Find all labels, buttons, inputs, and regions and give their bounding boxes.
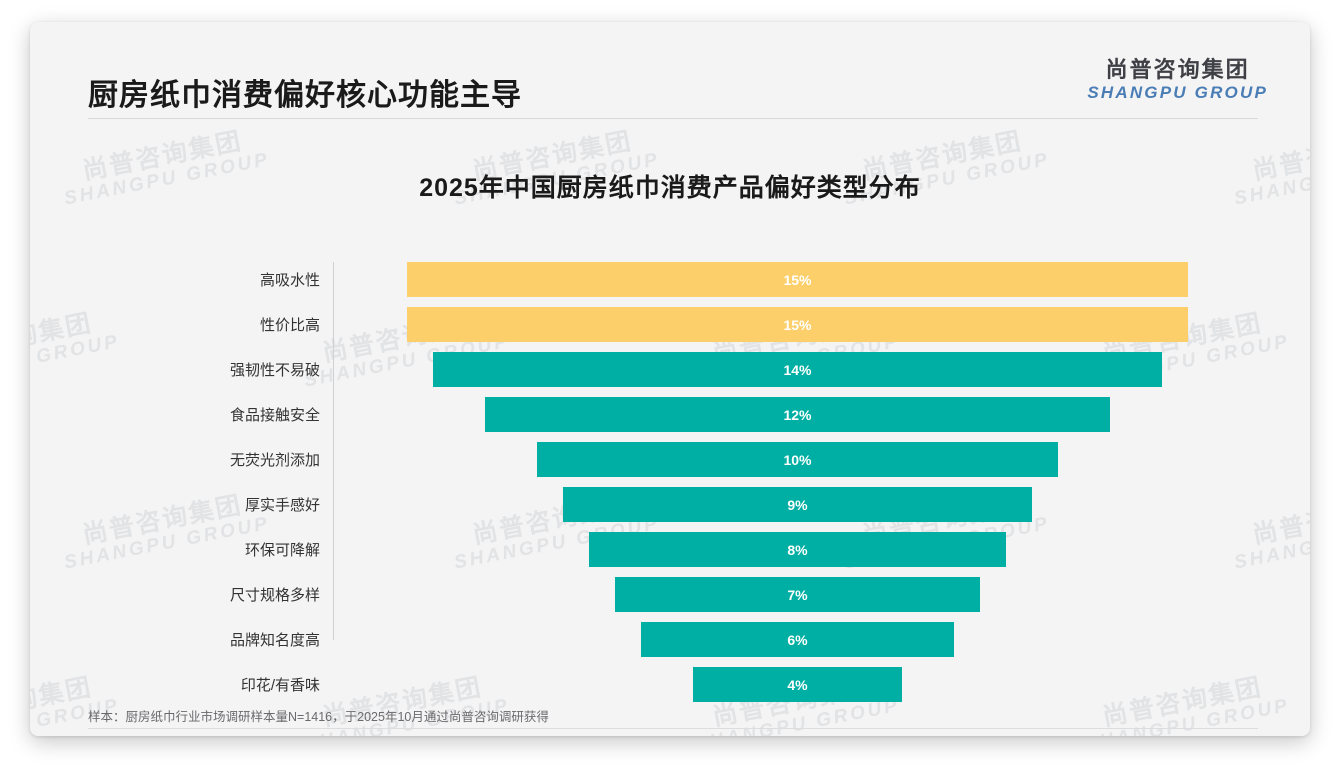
category-label: 性价比高 [259, 317, 320, 334]
bar-track: 15% [337, 307, 1258, 342]
bar-value-label: 9% [787, 496, 808, 513]
category-label: 高吸水性 [259, 272, 320, 289]
bar-track: 14% [337, 352, 1258, 387]
category-label: 印花/有香味 [240, 677, 320, 694]
bar-segment[interactable]: 4% [693, 667, 902, 702]
bar-segment[interactable]: 15% [407, 307, 1188, 342]
bar-value-label: 6% [787, 631, 808, 648]
category-label: 环保可降解 [244, 542, 320, 559]
bar-segment[interactable]: 10% [537, 442, 1058, 477]
category-label: 厚实手感好 [244, 497, 320, 514]
bar-track: 15% [337, 262, 1258, 297]
bar-segment[interactable]: 8% [589, 532, 1006, 567]
brand-logo-cn: 尚普咨询集团 [1105, 57, 1250, 82]
bar-row: 尺寸规格多样 7% [88, 577, 1258, 612]
bar-value-label: 15% [783, 271, 812, 288]
slide-canvas: 尚普咨询集团 SHANGPU GROUP 尚普咨询集团 SHANGPU GROUP 尚普… [30, 22, 1310, 736]
category-label: 强韧性不易破 [229, 362, 320, 379]
bar-track: 9% [337, 487, 1258, 522]
bar-track: 4% [337, 667, 1258, 702]
bar-row: 高吸水性 15% [88, 262, 1258, 297]
bar-value-label: 14% [783, 361, 812, 378]
bar-value-label: 4% [787, 676, 808, 693]
chart-title: 2025年中国厨房纸巾消费产品偏好类型分布 [419, 174, 921, 202]
brand-logo: 尚普咨询集团 SHANGPU GROUP [1087, 57, 1268, 102]
bar-segment[interactable]: 9% [563, 487, 1032, 522]
bar-value-label: 7% [787, 586, 808, 603]
bar-row: 强韧性不易破 14% [88, 352, 1258, 387]
footnote-divider [88, 728, 1258, 729]
bar-segment[interactable]: 7% [615, 577, 980, 612]
bar-track: 8% [337, 532, 1258, 567]
bar-segment[interactable]: 6% [641, 622, 954, 657]
bar-value-label: 15% [783, 316, 812, 333]
bar-value-label: 12% [783, 406, 812, 423]
slide-header: 厨房纸巾消费偏好核心功能主导 尚普咨询集团 SHANGPU GROUP [30, 22, 1310, 119]
bar-segment[interactable]: 14% [433, 352, 1162, 387]
bar-track: 10% [337, 442, 1258, 477]
bar-value-label: 8% [787, 541, 808, 558]
chart-plot-area: 高吸水性 15% 性价比高 15% 强韧性不易破 14% 食品接触安全 12% 无荧光剂添加 10… [88, 256, 1258, 702]
category-axis-line [333, 262, 334, 640]
bar-row: 无荧光剂添加 10% [88, 442, 1258, 477]
bar-value-label: 10% [783, 451, 812, 468]
bar-row: 印花/有香味 4% [88, 667, 1258, 702]
category-label: 尺寸规格多样 [229, 587, 320, 604]
bar-row: 环保可降解 8% [88, 532, 1258, 567]
bar-track: 6% [337, 622, 1258, 657]
bar-segment[interactable]: 15% [407, 262, 1188, 297]
bar-row: 品牌知名度高 6% [88, 622, 1258, 657]
bar-track: 12% [337, 397, 1258, 432]
bar-track: 7% [337, 577, 1258, 612]
source-footnote: 样本：厨房纸巾行业市场调研样本量N=1416，于2025年10月通过尚普咨询调研… [88, 710, 549, 724]
header-divider [88, 118, 1258, 119]
bar-row: 食品接触安全 12% [88, 397, 1258, 432]
category-label: 品牌知名度高 [229, 632, 320, 649]
page-title: 厨房纸巾消费偏好核心功能主导 [88, 79, 522, 112]
brand-logo-en: SHANGPU GROUP [1087, 82, 1268, 102]
bar-segment[interactable]: 12% [485, 397, 1110, 432]
category-label: 食品接触安全 [229, 407, 320, 424]
bar-row: 性价比高 15% [88, 307, 1258, 342]
category-label: 无荧光剂添加 [229, 452, 320, 469]
bar-row: 厚实手感好 9% [88, 487, 1258, 522]
